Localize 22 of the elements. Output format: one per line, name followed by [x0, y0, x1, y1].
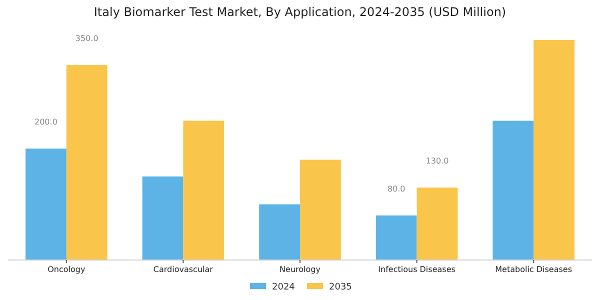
- data-label: 350.0: [75, 34, 98, 44]
- bar: [534, 40, 574, 260]
- bar: [416, 188, 458, 260]
- bar: [492, 120, 534, 260]
- data-label: 80.0: [387, 184, 406, 194]
- legend-label: 2035: [329, 282, 352, 292]
- data-label: 130.0: [426, 156, 449, 166]
- data-label: 200.0: [34, 118, 58, 127]
- x-tick-label: Metabolic Diseases: [495, 265, 572, 274]
- legend-label: 2024: [272, 282, 296, 292]
- bar: [300, 160, 341, 260]
- x-tick-label: Cardiovascular: [153, 265, 214, 274]
- bar: [66, 65, 108, 260]
- chart-title: Italy Biomarker Test Market, By Application, 2024-2035 (USD Million): [94, 5, 506, 19]
- x-tick-label: Infectious Diseases: [378, 265, 456, 274]
- bar: [376, 215, 417, 260]
- bar: [259, 204, 300, 260]
- bar: [183, 120, 224, 260]
- bar: [142, 176, 184, 260]
- x-tick-label: Neurology: [280, 265, 321, 274]
- bar: [26, 148, 66, 260]
- x-tick-label: Oncology: [48, 265, 86, 274]
